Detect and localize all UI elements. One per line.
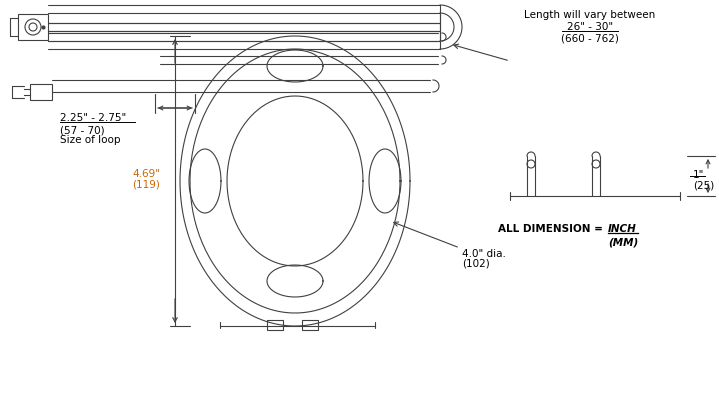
Circle shape [592, 160, 600, 168]
Text: 2.25" - 2.75": 2.25" - 2.75" [60, 113, 127, 123]
Text: ALL DIMENSION =: ALL DIMENSION = [498, 224, 603, 234]
Circle shape [29, 23, 37, 31]
Circle shape [527, 160, 535, 168]
Text: (25): (25) [693, 180, 714, 190]
Text: (660 - 762): (660 - 762) [561, 33, 619, 43]
Text: INCH: INCH [608, 224, 637, 234]
Text: (MM): (MM) [608, 237, 638, 247]
Text: 26" - 30": 26" - 30" [567, 22, 613, 32]
Circle shape [25, 19, 41, 35]
Bar [267, 320, 283, 330]
Bar [30, 84, 52, 100]
Text: 4.69": 4.69" [132, 169, 160, 179]
Text: (102): (102) [462, 259, 490, 269]
Bar [302, 320, 318, 330]
Text: Size of loop: Size of loop [60, 135, 121, 145]
Text: 1": 1" [693, 170, 705, 180]
Text: (119): (119) [132, 179, 160, 189]
FancyBboxPatch shape [18, 14, 48, 40]
Text: (57 - 70): (57 - 70) [60, 125, 105, 135]
Text: Length will vary between: Length will vary between [524, 10, 656, 20]
Text: 4.0" dia.: 4.0" dia. [462, 249, 506, 259]
